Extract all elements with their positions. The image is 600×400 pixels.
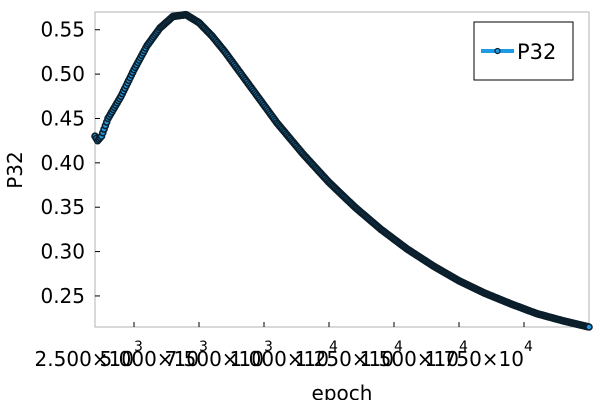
- x-tick-exponent: 3: [134, 339, 143, 355]
- x-tick-label: 1.250×10: [295, 347, 394, 371]
- y-tick-label: 0.45: [40, 106, 85, 130]
- x-axis-label: epoch: [312, 381, 373, 400]
- y-tick-label: 0.55: [40, 18, 85, 42]
- y-tick-label: 0.30: [40, 240, 85, 264]
- x-tick-label: 1.000×10: [230, 347, 329, 371]
- legend-label: P32: [517, 40, 556, 64]
- x-tick-exponent: 4: [329, 339, 338, 355]
- x-tick-exponent: 4: [459, 339, 468, 355]
- x-tick-exponent: 3: [264, 339, 273, 355]
- y-axis: 0.25 0.30 0.35 0.40 0.45 0.50 0.55: [40, 18, 100, 308]
- y-tick-label: 0.50: [40, 62, 85, 86]
- x-axis: 2.500×10 35.000×10 37.500×10 31.000×10 41.25…: [35, 322, 533, 371]
- y-tick-label: 0.35: [40, 195, 85, 219]
- legend: P32: [473, 21, 574, 81]
- x-tick-exponent: 4: [524, 339, 533, 355]
- series-layer: [91, 10, 593, 331]
- x-tick-label: 1.500×10: [360, 347, 459, 371]
- y-axis-label: P32: [3, 151, 27, 189]
- x-tick-label: 1.750×10: [425, 347, 524, 371]
- y-tick-label: 0.25: [40, 284, 85, 308]
- legend-marker-swatch: [494, 47, 501, 55]
- series-marker: [585, 323, 593, 331]
- x-tick-label: 2.500×10: [35, 347, 134, 371]
- x-tick-exponent: 4: [394, 339, 403, 355]
- x-tick-label: 7.500×10: [165, 347, 264, 371]
- x-tick-exponent: 3: [199, 339, 208, 355]
- x-tick-label: 5.000×10: [100, 347, 199, 371]
- y-tick-label: 0.40: [40, 151, 85, 175]
